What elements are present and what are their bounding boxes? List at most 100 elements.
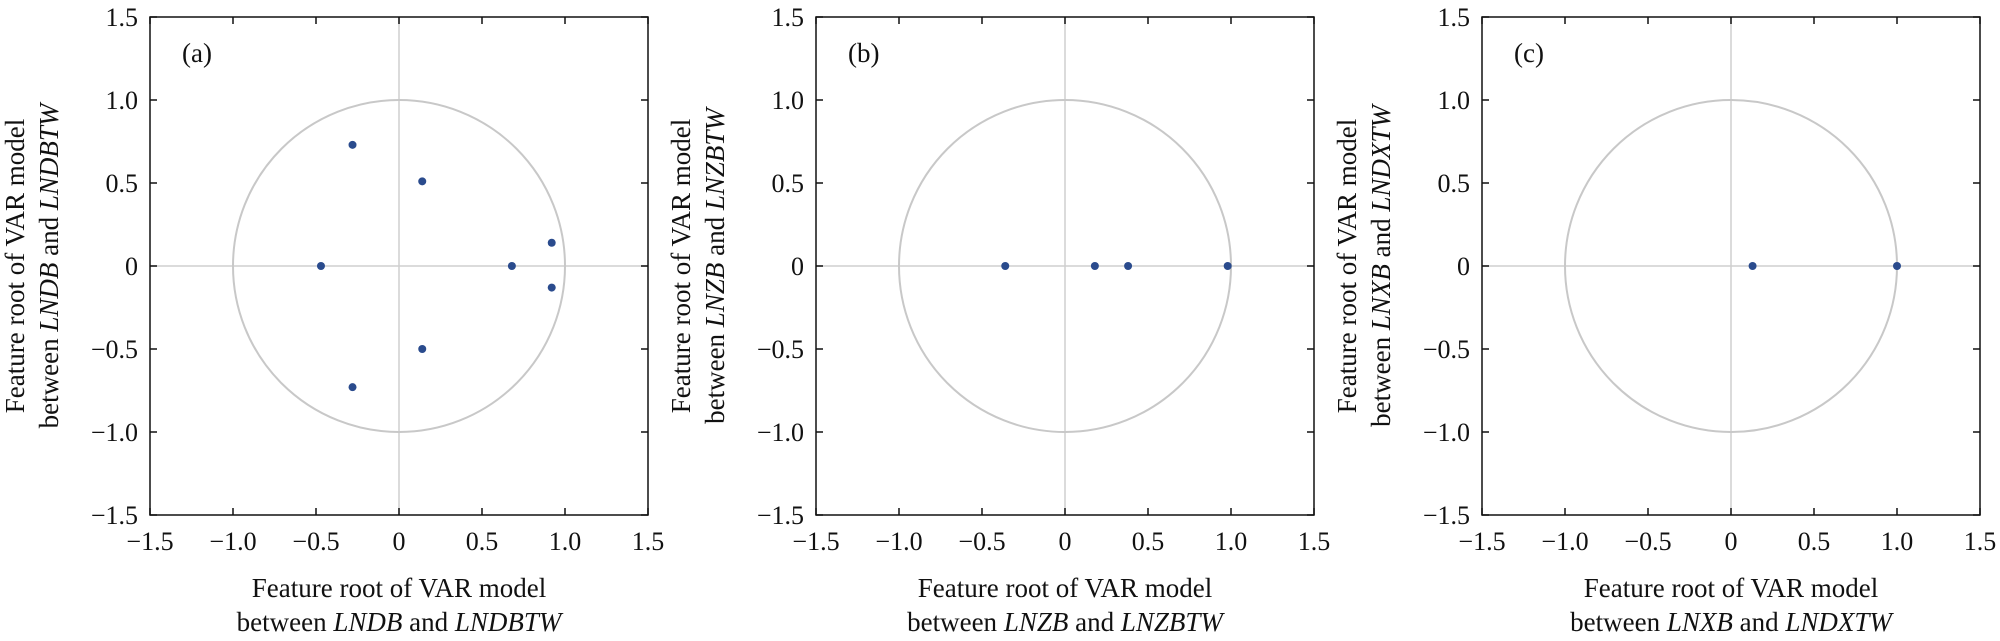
chart-b-panel: −1.5 −1.0 −0.5 0 0.5 1.0 1.5 −1.5 −1.0 −0.5 0 0.5 1.… <box>666 3 1330 637</box>
chart-a-xtick-label: −0.5 <box>292 527 339 556</box>
chart-a-xtick-label: −1.0 <box>209 527 256 556</box>
chart-b-ytick-label: 0 <box>791 252 804 281</box>
chart-a-point <box>418 345 427 353</box>
chart-a-ylabel-var1: LNDB <box>34 263 64 333</box>
chart-a-ytick-label: 0 <box>125 252 138 281</box>
chart-c-xtick-label: 1.5 <box>1964 527 1997 556</box>
chart-a-xtick-label: 0.5 <box>466 527 499 556</box>
chart-a-ylabel-pre: between <box>34 332 64 429</box>
chart-b-ylabel-var1: LNZB <box>700 263 730 329</box>
chart-c-ytick-label: 0 <box>1457 252 1470 281</box>
chart-a-ylabel-line1: Feature root of VAR model <box>0 119 30 413</box>
chart-c-xlabel-mid: and <box>1733 607 1785 637</box>
chart-c-xlabel-pre: between <box>1570 607 1667 637</box>
chart-a-xlabel-mid: and <box>402 607 454 637</box>
chart-a-xlabel-line1: Feature root of VAR model <box>252 573 546 603</box>
chart-c-ylabel-var2: LNDXTW <box>1366 103 1396 213</box>
chart-c-xlabel-line2: between LNXB and LNDXTW <box>1570 607 1894 637</box>
chart-a-point <box>547 238 556 247</box>
chart-a-point <box>507 262 516 270</box>
chart-c-ytick-label: 0.5 <box>1438 169 1471 198</box>
chart-c-xtick-label: −1.5 <box>1458 527 1505 556</box>
chart-a-point <box>348 140 357 149</box>
chart-b-point <box>1223 262 1232 270</box>
chart-c-xtick-label: 0 <box>1725 527 1738 556</box>
chart-b-ylabel-mid: and <box>700 210 730 262</box>
chart-c-ylabel-line1: Feature root of VAR model <box>1332 119 1362 413</box>
chart-a-ytick-label: 1.0 <box>106 86 139 115</box>
chart-b-ytick-label: 1.0 <box>772 86 805 115</box>
chart-c-xtick-label: 0.5 <box>1798 527 1831 556</box>
chart-a-panel-label: (a) <box>182 38 212 68</box>
chart-c-xlabel-var1: LNXB <box>1666 607 1733 637</box>
chart-a-xtick-label: 0 <box>393 527 406 556</box>
chart-b-point <box>1001 262 1010 270</box>
chart-a-xtick-label: 1.5 <box>632 527 665 556</box>
chart-c-ylabel-line2: between LNXB and LNDXTW <box>1366 103 1396 427</box>
chart-a-point <box>547 283 556 292</box>
chart-a-ylabel-mid: and <box>34 210 64 262</box>
chart-a-point <box>316 262 325 270</box>
chart-b-xtick-label: −0.5 <box>958 527 1005 556</box>
chart-b-point <box>1124 262 1133 270</box>
chart-b-xtick-label: 1.0 <box>1215 527 1248 556</box>
chart-a-ytick-label: −0.5 <box>91 335 138 364</box>
chart-c-point <box>1893 262 1901 270</box>
chart-b-xtick-label: −1.5 <box>792 527 839 556</box>
chart-c-ytick-label: 1.5 <box>1438 3 1471 32</box>
chart-a-ytick-label: 1.5 <box>106 3 139 32</box>
chart-a-ylabel-line2: between LNDB and LNDBTW <box>34 101 64 428</box>
chart-b-xtick-label: 0 <box>1059 527 1072 556</box>
chart-c-panel-label: (c) <box>1514 38 1544 68</box>
chart-a-ylabel-var2: LNDBTW <box>34 101 64 211</box>
chart-b-ylabel-line1: Feature root of VAR model <box>666 119 696 413</box>
chart-a-xlabel-var1: LNDB <box>332 607 402 637</box>
chart-b-point <box>1090 262 1099 270</box>
chart-c-ytick-label: −1.5 <box>1423 501 1470 530</box>
chart-c-xlabel-var2: LNDXTW <box>1784 607 1894 637</box>
chart-a-xtick-label: −1.5 <box>126 527 173 556</box>
chart-a-ytick-label: −1.0 <box>91 418 138 447</box>
chart-b-xlabel-line2: between LNZB and LNZBTW <box>907 607 1225 637</box>
chart-c-xlabel-line1: Feature root of VAR model <box>1584 573 1878 603</box>
chart-b-ytick-label: 1.5 <box>772 3 805 32</box>
chart-b-ytick-label: −1.0 <box>757 418 804 447</box>
chart-c-xtick-label: −0.5 <box>1624 527 1671 556</box>
chart-c-ytick-label: −0.5 <box>1423 335 1470 364</box>
chart-b-xlabel-pre: between <box>907 607 1004 637</box>
chart-b-xlabel-line1: Feature root of VAR model <box>918 573 1212 603</box>
chart-a-point <box>418 177 427 186</box>
chart-b-ytick-label: −0.5 <box>757 335 804 364</box>
chart-a-xlabel-var2: LNDBTW <box>454 607 564 637</box>
chart-c-ylabel-var1: LNXB <box>1366 264 1396 331</box>
chart-b-panel-label: (b) <box>848 38 879 68</box>
chart-c-ylabel-pre: between <box>1366 330 1396 427</box>
chart-c-panel: −1.5 −1.0 −0.5 0 0.5 1.0 1.5 −1.5 −1.0 −0.5 0 0.5 1.… <box>1332 3 1996 637</box>
chart-c-xtick-label: 1.0 <box>1881 527 1914 556</box>
chart-a-unit-circle <box>232 99 566 433</box>
chart-c-point <box>1748 262 1757 270</box>
chart-b-xlabel-mid: and <box>1068 607 1120 637</box>
chart-b-xlabel-var2: LNZBTW <box>1120 607 1226 637</box>
chart-b-ylabel-line2: between LNZB and LNZBTW <box>700 106 730 424</box>
chart-a-ytick-label: −1.5 <box>91 501 138 530</box>
chart-c-xtick-label: −1.0 <box>1541 527 1588 556</box>
chart-b-xlabel-var1: LNZB <box>1003 607 1069 637</box>
chart-b-xtick-label: −1.0 <box>875 527 922 556</box>
chart-b-ytick-label: 0.5 <box>772 169 805 198</box>
chart-a-xlabel-pre: between <box>237 607 334 637</box>
chart-c-ytick-label: −1.0 <box>1423 418 1470 447</box>
chart-b-ylabel-var2: LNZBTW <box>700 106 730 212</box>
chart-b-xtick-label: 0.5 <box>1132 527 1165 556</box>
chart-a-panel: −1.5 −1.0 −0.5 0 0.5 1.0 1.5 −1.5 −1.0 −0.5 0 0.5 1.… <box>0 3 664 637</box>
chart-a-xtick-label: 1.0 <box>549 527 582 556</box>
chart-a-point <box>348 383 357 392</box>
chart-a-ytick-label: 0.5 <box>106 169 139 198</box>
chart-c-ytick-label: 1.0 <box>1438 86 1471 115</box>
chart-a-xlabel-line2: between LNDB and LNDBTW <box>237 607 564 637</box>
chart-b-ylabel-pre: between <box>700 327 730 424</box>
chart-b-ytick-label: −1.5 <box>757 501 804 530</box>
chart-c-ylabel-mid: and <box>1366 212 1396 264</box>
